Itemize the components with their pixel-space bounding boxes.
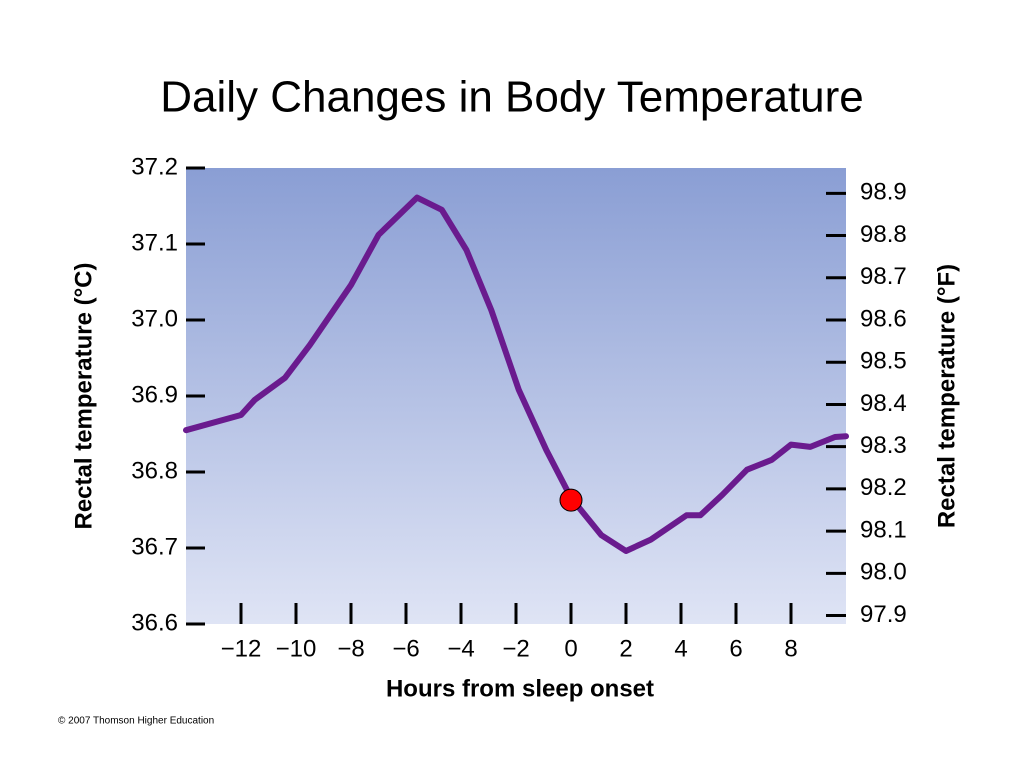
sleep-onset-marker [559,488,583,512]
y-tick-label: 36.7 [131,533,178,560]
y2-tick-label: 98.7 [860,263,907,290]
y-tick-label: 37.0 [131,305,178,332]
x-tick-label: −4 [447,635,474,662]
y2-tick-label: 98.9 [860,179,907,206]
y2-tick-label: 97.9 [860,601,907,628]
y-tick-label: 36.9 [131,381,178,408]
y2-tick-label: 98.4 [860,390,907,417]
y-tick-label: 37.1 [131,229,178,256]
y-tick-label: 36.6 [131,609,178,636]
y2-tick-label: 98.6 [860,305,907,332]
y2-tick-label: 98.1 [860,516,907,543]
x-tick-label: −8 [337,635,364,662]
x-tick-label: −2 [502,635,529,662]
x-tick-label: −10 [276,635,317,662]
source-note: © 2007 Thomson Higher Education [58,716,214,727]
plot-area [186,168,846,624]
y2-tick-label: 98.8 [860,221,907,248]
x-tick-label: −12 [221,635,262,662]
x-tick-label: 8 [784,635,797,662]
x-axis-label: Hours from sleep onset [386,675,654,702]
x-tick-label: −6 [392,635,419,662]
x-tick-label: 6 [729,635,742,662]
x-tick-label: 0 [564,635,577,662]
y-axis-label: Rectal temperature (°C) [70,263,97,530]
y-tick-label: 36.8 [131,457,178,484]
y2-axis-label: Rectal temperature (°F) [933,264,960,528]
y-tick-label: 37.2 [131,153,178,180]
y2-tick-label: 98.2 [860,474,907,501]
y2-tick-label: 98.5 [860,348,907,375]
chart-title: Daily Changes in Body Temperature [160,73,864,122]
y2-tick-label: 98.0 [860,559,907,586]
x-tick-label: 4 [674,635,687,662]
y2-tick-label: 98.3 [860,432,907,459]
x-tick-label: 2 [619,635,632,662]
temperature-line [183,194,849,554]
